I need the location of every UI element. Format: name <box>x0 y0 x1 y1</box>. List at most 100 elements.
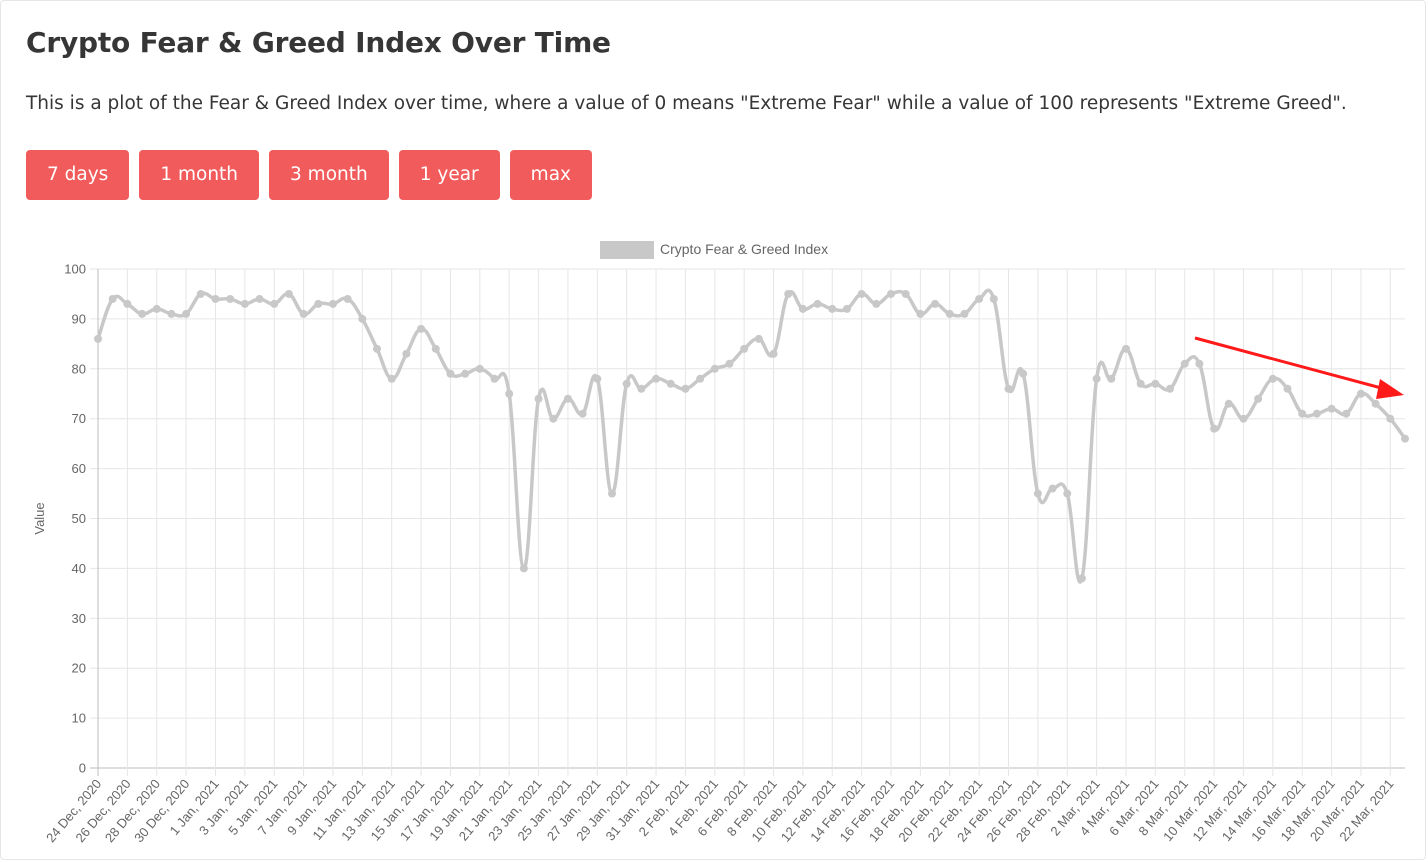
data-point <box>681 384 690 393</box>
data-point <box>1136 379 1145 388</box>
data-point <box>887 289 896 298</box>
data-point <box>1092 374 1101 383</box>
data-point <box>1121 344 1130 353</box>
range-max-button[interactable]: max <box>509 150 592 200</box>
y-axis-label: Value <box>32 502 47 534</box>
data-point <box>343 294 352 303</box>
data-point <box>1298 409 1307 418</box>
data-point <box>1063 489 1072 498</box>
arrow-shaft <box>1194 336 1386 391</box>
data-point <box>1151 379 1160 388</box>
data-point <box>1004 384 1013 393</box>
legend-swatch <box>600 241 654 259</box>
data-point <box>226 294 235 303</box>
chart-legend[interactable]: Crypto Fear & Greed Index <box>600 241 828 259</box>
data-point <box>769 349 778 358</box>
data-point <box>563 394 572 403</box>
data-point <box>240 299 249 308</box>
data-point <box>167 309 176 318</box>
data-point <box>123 299 132 308</box>
data-point <box>1356 389 1365 398</box>
arrow-head <box>1376 379 1404 399</box>
data-point <box>725 359 734 368</box>
trend-arrow-annotation <box>1194 336 1404 399</box>
range-3-month-button[interactable]: 3 month <box>269 150 389 200</box>
range-1-month-button[interactable]: 1 month <box>139 150 260 200</box>
data-point <box>1371 399 1380 408</box>
y-tick-label: 60 <box>72 461 86 476</box>
data-point <box>622 379 631 388</box>
y-tick-label: 100 <box>64 262 86 277</box>
data-point <box>1283 384 1292 393</box>
data-point <box>1077 574 1086 583</box>
y-tick-label: 40 <box>72 561 86 576</box>
series-line <box>96 288 1407 584</box>
data-point <box>696 374 705 383</box>
range-1-year-button[interactable]: 1 year <box>398 150 500 200</box>
data-point <box>446 369 455 378</box>
data-point <box>813 299 822 308</box>
data-point <box>431 344 440 353</box>
data-point <box>1180 359 1189 368</box>
data-point <box>284 289 293 298</box>
data-point <box>461 369 470 378</box>
data-point <box>94 334 102 343</box>
data-point <box>960 309 969 318</box>
data-point <box>1327 404 1336 413</box>
y-tick-label: 20 <box>72 661 86 676</box>
data-point <box>534 394 543 403</box>
data-point <box>1224 399 1233 408</box>
data-point <box>328 299 337 308</box>
data-point <box>1210 424 1219 433</box>
data-point <box>255 294 264 303</box>
data-point <box>842 304 851 313</box>
data-point <box>475 364 484 373</box>
data-point <box>975 294 984 303</box>
chart-grid <box>90 268 1405 776</box>
legend-label: Crypto Fear & Greed Index <box>660 241 828 257</box>
fear-greed-chart: Crypto Fear & Greed Index 0 10 20 30 40 50 60 7… <box>32 241 1409 846</box>
data-point <box>196 289 205 298</box>
range-button-group: 7 days 1 month 3 month 1 year max <box>26 150 592 200</box>
data-point <box>358 314 367 323</box>
data-point <box>931 299 940 308</box>
data-point <box>578 409 587 418</box>
data-point <box>211 294 220 303</box>
data-point <box>1048 484 1057 493</box>
data-point <box>1386 414 1395 423</box>
data-point <box>1312 409 1321 418</box>
data-point <box>872 299 881 308</box>
y-tick-label: 10 <box>72 711 86 726</box>
page-description: This is a plot of the Fear & Greed Index… <box>26 93 1347 114</box>
range-7-days-button[interactable]: 7 days <box>26 150 130 200</box>
series-crypto-fear-greed <box>94 288 1409 584</box>
y-tick-label: 90 <box>72 311 86 326</box>
data-point <box>519 564 528 573</box>
data-point <box>270 299 279 308</box>
y-tick-label: 0 <box>79 761 86 776</box>
data-point <box>314 299 323 308</box>
y-tick-label: 50 <box>72 511 86 526</box>
data-point <box>1019 369 1028 378</box>
data-point <box>1268 374 1277 383</box>
data-point <box>299 309 308 318</box>
data-point <box>666 379 675 388</box>
y-tick-label: 70 <box>72 411 86 426</box>
data-point <box>989 294 998 303</box>
data-point <box>828 304 837 313</box>
data-point <box>182 309 191 318</box>
data-point <box>916 309 925 318</box>
data-point <box>490 374 499 383</box>
data-point <box>593 374 602 383</box>
data-point <box>1107 374 1116 383</box>
data-point <box>1254 394 1263 403</box>
data-point <box>108 294 117 303</box>
data-point <box>402 349 411 358</box>
page-title: Crypto Fear & Greed Index Over Time <box>26 26 611 59</box>
data-point <box>710 364 719 373</box>
data-point <box>1195 359 1204 368</box>
data-point <box>784 289 793 298</box>
data-point <box>387 374 396 383</box>
data-point <box>607 489 616 498</box>
